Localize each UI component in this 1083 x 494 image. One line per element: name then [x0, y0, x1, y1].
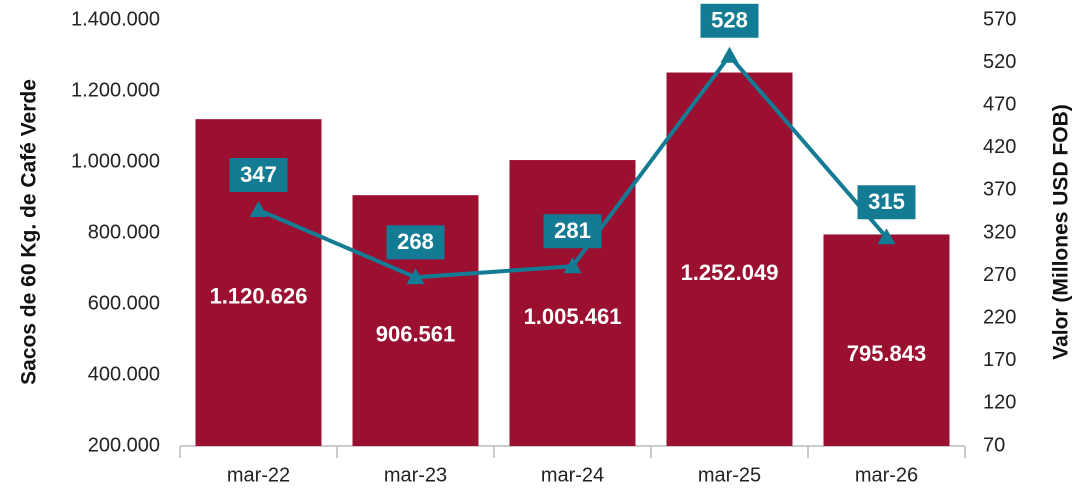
y2-tick-label: 470 [983, 93, 1016, 115]
line-marker [563, 257, 582, 274]
line-marker [877, 228, 896, 245]
x-tick-label: mar-24 [541, 464, 604, 486]
y-tick-label: 800.000 [88, 221, 160, 243]
y2-tick-label: 120 [983, 392, 1016, 414]
bar-value-label: 795.843 [847, 341, 927, 366]
y-tick-label: 200.000 [88, 434, 160, 456]
line-marker [720, 46, 739, 63]
line-value-label: 347 [240, 162, 277, 187]
y2-tick-label: 170 [983, 349, 1016, 371]
line-marker [249, 200, 268, 217]
line-label-box [857, 185, 916, 220]
y-tick-label: 1.000.000 [71, 150, 160, 172]
line-label-box [386, 225, 445, 260]
y-tick-label: 400.000 [88, 363, 160, 385]
line-label-box [543, 214, 602, 249]
line-value-label: 281 [554, 218, 591, 243]
y2-tick-label: 320 [983, 221, 1016, 243]
bar [666, 72, 793, 446]
y2-tick-label: 520 [983, 51, 1016, 73]
bar-value-label: 1.252.049 [681, 260, 779, 285]
y2-axis-label: Valor (Millones USD FOB) [1050, 104, 1073, 360]
y-tick-label: 1.200.000 [71, 79, 160, 101]
bar-value-label: 1.005.461 [524, 304, 622, 329]
line-label-box [229, 157, 288, 192]
y-tick-label: 1.400.000 [71, 8, 160, 30]
y2-tick-label: 270 [983, 264, 1016, 286]
line-marker [406, 268, 425, 285]
y2-tick-label: 570 [983, 8, 1016, 30]
x-tick-label: mar-22 [227, 464, 290, 486]
y2-tick-label: 220 [983, 306, 1016, 328]
bar [823, 234, 950, 446]
line-value-label: 268 [397, 229, 434, 254]
line-value-label: 315 [868, 189, 905, 214]
y2-tick-label: 420 [983, 136, 1016, 158]
bar-value-label: 906.561 [376, 321, 456, 346]
y2-tick-label: 370 [983, 179, 1016, 201]
y-tick-label: 600.000 [88, 292, 160, 314]
x-tick-label: mar-26 [855, 464, 918, 486]
line-label-box [700, 3, 759, 38]
bar-value-label: 1.120.626 [210, 283, 308, 308]
x-tick-label: mar-25 [698, 464, 761, 486]
y-axis-label: Sacos de 60 Kg. de Café Verde [18, 79, 41, 385]
y2-tick-label: 70 [983, 434, 1005, 456]
x-tick-label: mar-23 [384, 464, 447, 486]
line-value-label: 528 [711, 8, 748, 33]
